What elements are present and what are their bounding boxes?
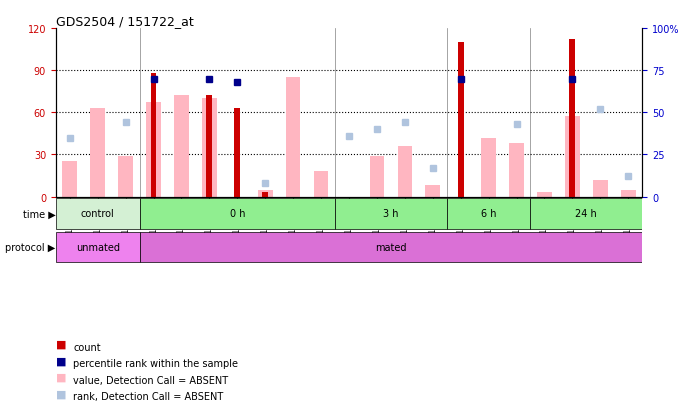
Bar [91,109,105,197]
Bar [593,180,607,197]
Text: 3 h: 3 h [383,209,399,219]
Bar [621,190,636,197]
Text: protocol ▶: protocol ▶ [5,242,55,252]
Text: ■: ■ [56,372,66,382]
Text: GDS2504 / 151722_at: GDS2504 / 151722_at [56,15,193,28]
Bar [151,74,156,197]
FancyBboxPatch shape [447,199,530,229]
Bar [510,144,524,197]
Bar [207,96,212,197]
Bar [63,162,77,197]
Bar [426,186,440,197]
Text: rank, Detection Call = ABSENT: rank, Detection Call = ABSENT [73,392,223,401]
Bar [370,157,385,197]
Bar [398,147,412,197]
Text: ■: ■ [56,356,66,366]
Text: unmated: unmated [75,242,120,252]
Bar [202,99,217,197]
Text: percentile rank within the sample: percentile rank within the sample [73,358,238,368]
FancyBboxPatch shape [140,233,642,263]
Bar [147,103,161,197]
Bar [262,193,268,197]
Bar [565,117,580,197]
Text: 24 h: 24 h [575,209,597,219]
FancyBboxPatch shape [140,199,335,229]
Bar [482,138,496,197]
Text: value, Detection Call = ABSENT: value, Detection Call = ABSENT [73,375,228,385]
Text: 6 h: 6 h [481,209,496,219]
Bar [286,78,300,197]
FancyBboxPatch shape [335,199,447,229]
FancyBboxPatch shape [530,199,642,229]
Bar [314,172,329,197]
Bar [235,109,240,197]
Bar [174,96,188,197]
Text: time ▶: time ▶ [22,209,55,219]
FancyBboxPatch shape [56,233,140,263]
Text: control: control [81,209,114,219]
Bar [570,40,575,197]
Bar [258,190,273,197]
Bar [458,43,463,197]
Text: ■: ■ [56,389,66,399]
Bar [537,193,552,197]
Text: count: count [73,342,101,352]
Text: 0 h: 0 h [230,209,245,219]
Text: mated: mated [375,242,407,252]
FancyBboxPatch shape [56,199,140,229]
Text: ■: ■ [56,339,66,349]
Bar [119,157,133,197]
